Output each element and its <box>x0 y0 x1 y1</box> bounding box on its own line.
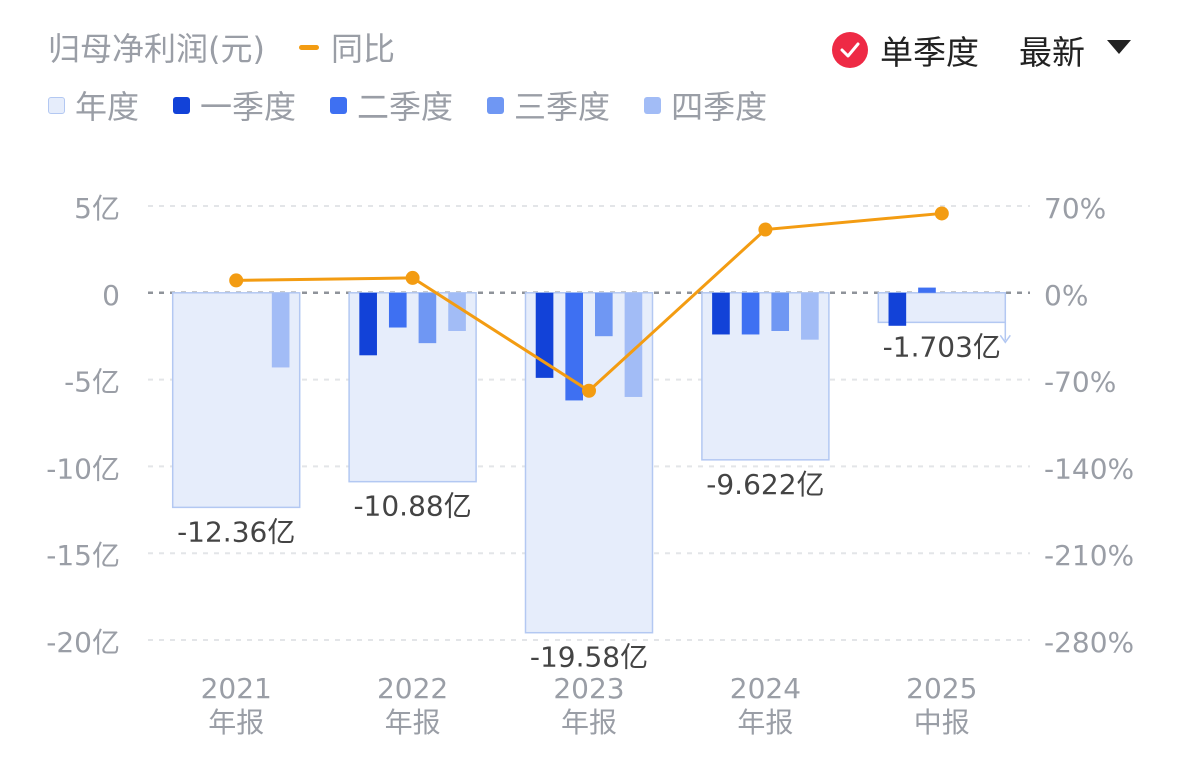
legend-item-q2[interactable]: 二季度 <box>330 82 453 128</box>
y-right-tick-label: -70% <box>1044 366 1116 399</box>
y-left-tick-label: -10亿 <box>46 452 120 485</box>
quarter-bar-q2 <box>565 292 584 401</box>
yoy-point <box>582 383 596 398</box>
quarter-bar-q1 <box>712 292 730 335</box>
legend-item-q1[interactable]: 一季度 <box>173 82 296 128</box>
legend-q4-label: 四季度 <box>671 88 768 126</box>
legend-q3-swatch <box>487 96 505 114</box>
quarter-bar-q2 <box>388 292 407 328</box>
yoy-point <box>934 206 949 221</box>
legend-row-bottom: 年度 一季度 二季度 三季度 四季度 <box>48 82 801 128</box>
y-left-tick-label: -5亿 <box>64 366 120 399</box>
legend-item-q3[interactable]: 三季度 <box>487 82 610 128</box>
legend-annual-swatch <box>48 96 65 114</box>
legend-item-q4[interactable]: 四季度 <box>644 82 767 128</box>
quarter-bar-q4 <box>801 292 819 340</box>
x-tick-year: 2022 <box>377 672 448 705</box>
x-tick-period: 年报 <box>385 706 441 739</box>
x-tick-year: 2021 <box>201 672 272 705</box>
quarter-bar-q4 <box>624 292 643 397</box>
y-right-tick-label: -280% <box>1044 626 1134 659</box>
legend-yoy-dash <box>298 44 319 50</box>
quarter-bar-q2 <box>918 287 936 293</box>
legend-row-top: 归母净利润(元) 同比 <box>48 24 429 70</box>
chart-title: 归母净利润(元) <box>48 30 265 68</box>
legend-annual-label: 年度 <box>75 88 140 126</box>
legend-yoy-label: 同比 <box>330 30 395 68</box>
yoy-point <box>229 273 244 288</box>
yoy-point <box>758 222 773 237</box>
legend-q1-swatch <box>173 96 191 114</box>
y-left-tick-label: 5亿 <box>74 192 120 225</box>
x-tick-period: 中报 <box>914 706 970 739</box>
quarter-bar-q3 <box>594 292 613 337</box>
legend-item-annual[interactable]: 年度 <box>48 82 139 128</box>
annual-value-label: -1.703亿 <box>883 330 1001 363</box>
x-tick-period: 年报 <box>561 706 617 739</box>
legend-q1-label: 一季度 <box>200 88 297 126</box>
quarter-bar-q3 <box>418 292 437 344</box>
quarter-bar-q3 <box>771 292 790 331</box>
x-tick-period: 年报 <box>737 706 793 739</box>
quarter-bar-q4 <box>271 292 290 368</box>
y-left-tick-label: 0 <box>102 279 120 312</box>
legend-q2-label: 二季度 <box>357 88 454 126</box>
quarter-bar-q1 <box>535 292 554 378</box>
quarter-bar-q2 <box>741 292 760 335</box>
annual-value-label: -12.36亿 <box>177 515 295 548</box>
y-right-tick-label: -140% <box>1044 452 1134 485</box>
y-left-tick-label: -15亿 <box>46 539 120 572</box>
annual-bar <box>171 292 301 509</box>
annual-label-pointer <box>999 322 1011 344</box>
y-left-tick-label: -20亿 <box>46 626 120 659</box>
x-tick-year: 2023 <box>553 672 624 705</box>
y-right-tick-label: -210% <box>1044 539 1134 572</box>
y-right-tick-label: 70% <box>1044 192 1106 225</box>
x-tick-year: 2024 <box>730 672 801 705</box>
legend-q4-swatch <box>644 96 662 114</box>
dropdown-caret-icon[interactable] <box>1107 40 1131 54</box>
annual-value-label: -19.58亿 <box>530 641 648 674</box>
legend-q2-swatch <box>330 96 348 114</box>
legend-item-yoy[interactable]: 同比 <box>298 24 395 70</box>
sort-dropdown-label[interactable]: 最新 <box>1019 33 1085 72</box>
quarter-bar-q1 <box>888 292 907 326</box>
annual-value-label: -10.88亿 <box>353 490 471 523</box>
x-tick-period: 年报 <box>208 706 264 739</box>
check-icon[interactable] <box>832 32 868 68</box>
annual-value-label: -9.622亿 <box>706 468 824 501</box>
legend-q3-label: 三季度 <box>514 88 611 126</box>
chart-controls: 单季度 最新 <box>832 26 1131 74</box>
yoy-point <box>405 270 420 285</box>
quarter-bar-q1 <box>359 292 377 356</box>
x-tick-year: 2025 <box>906 672 977 705</box>
y-right-tick-label: 0% <box>1044 279 1088 312</box>
single-quarter-toggle[interactable]: 单季度 <box>880 33 979 72</box>
